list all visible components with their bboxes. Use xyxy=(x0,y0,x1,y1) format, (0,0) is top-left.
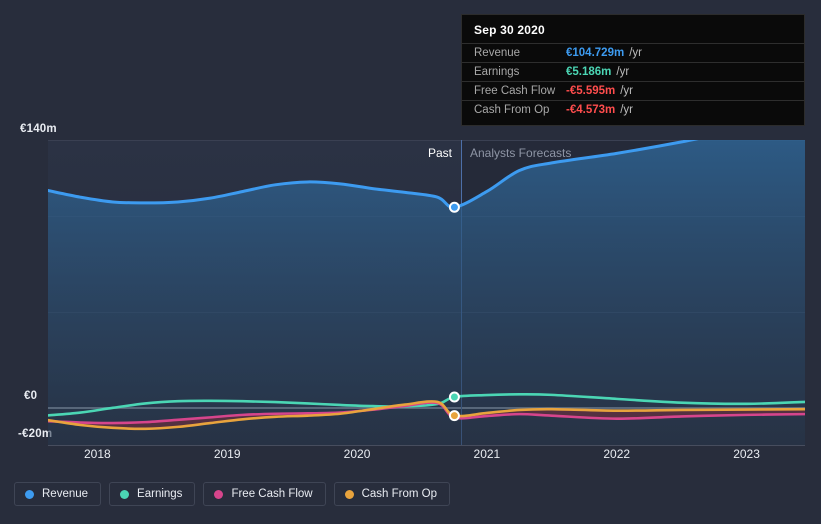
tooltip-metric-value: €104.729m xyxy=(566,47,625,59)
legend-color-dot-icon xyxy=(344,489,354,499)
tooltip-metric-value-wrap: €5.186m/yr xyxy=(566,66,629,78)
tooltip-rows: Revenue €104.729m/yr Earnings €5.186m/yr Fre… xyxy=(462,43,804,119)
data-tooltip: Sep 30 2020 Revenue €104.729m/yr Earnings €… xyxy=(461,14,805,126)
forecast-divider-line xyxy=(461,140,462,445)
tooltip-date: Sep 30 2020 xyxy=(474,23,545,37)
legend-item-revenue[interactable]: Revenue xyxy=(14,482,102,506)
legend-item-label: Revenue xyxy=(42,488,89,500)
past-label: Past xyxy=(428,146,453,160)
tooltip-metric-value: €5.186m xyxy=(566,66,612,78)
legend-item-earnings[interactable]: Earnings xyxy=(109,482,196,506)
gridline xyxy=(48,216,805,218)
gridline xyxy=(48,311,805,313)
legend-item-label: Free Cash Flow xyxy=(231,488,313,500)
x-axis-line xyxy=(48,445,805,446)
tooltip-metric-value-wrap: -€5.595m/yr xyxy=(566,85,633,97)
legend-item-label: Earnings xyxy=(137,488,183,500)
y-axis-tick-label: €140m xyxy=(20,123,57,135)
tooltip-metric-label: Earnings xyxy=(474,66,520,78)
tooltip-metric-value: -€5.595m xyxy=(566,85,616,97)
legend-item-cash-from-op[interactable]: Cash From Op xyxy=(333,482,451,506)
x-axis-tick-label: 2023 xyxy=(733,447,760,461)
tooltip-metric-unit: /yr xyxy=(616,66,630,78)
x-axis-tick-label: 2020 xyxy=(343,447,371,461)
legend-color-dot-icon xyxy=(25,489,34,499)
chart-legend: Revenue Earnings Free Cash Flow Cash From O… xyxy=(14,482,451,506)
x-axis-tick-label: 2021 xyxy=(473,447,501,461)
tooltip-row: Revenue €104.729m/yr xyxy=(462,43,804,62)
legend-color-dot-icon xyxy=(214,489,224,499)
x-axis-tick-label: 2018 xyxy=(83,447,111,461)
x-axis-tick-label: 2019 xyxy=(213,447,241,461)
tooltip-metric-unit: /yr xyxy=(620,85,634,97)
x-axis-tick-label: 2022 xyxy=(603,447,631,461)
legend-color-dot-icon xyxy=(120,489,130,499)
gridline xyxy=(48,140,805,141)
tooltip-metric-label: Cash From Op xyxy=(474,104,550,116)
tooltip-metric-label: Free Cash Flow xyxy=(474,85,556,97)
tooltip-row: Free Cash Flow -€5.595m/yr xyxy=(462,81,804,100)
tooltip-row: Cash From Op -€4.573m/yr xyxy=(462,100,804,119)
tooltip-metric-value-wrap: -€4.573m/yr xyxy=(566,104,633,116)
y-axis-tick-label: €0 xyxy=(24,389,38,402)
analysts-forecasts-label: Analysts Forecasts xyxy=(470,146,572,160)
plot-grid xyxy=(48,140,805,445)
tooltip-metric-unit: /yr xyxy=(629,47,642,59)
tooltip-row: Earnings €5.186m/yr xyxy=(462,62,804,81)
legend-item-label: Cash From Op xyxy=(361,488,438,500)
tooltip-metric-label: Revenue xyxy=(474,47,521,59)
tooltip-metric-value: -€4.573m xyxy=(566,104,616,116)
tooltip-metric-unit: /yr xyxy=(620,104,634,116)
y-axis-tick-label: -€20m xyxy=(18,428,53,440)
zero-line xyxy=(48,406,805,409)
tooltip-metric-value-wrap: €104.729m/yr xyxy=(566,47,642,59)
legend-item-free-cash-flow[interactable]: Free Cash Flow xyxy=(203,482,326,506)
